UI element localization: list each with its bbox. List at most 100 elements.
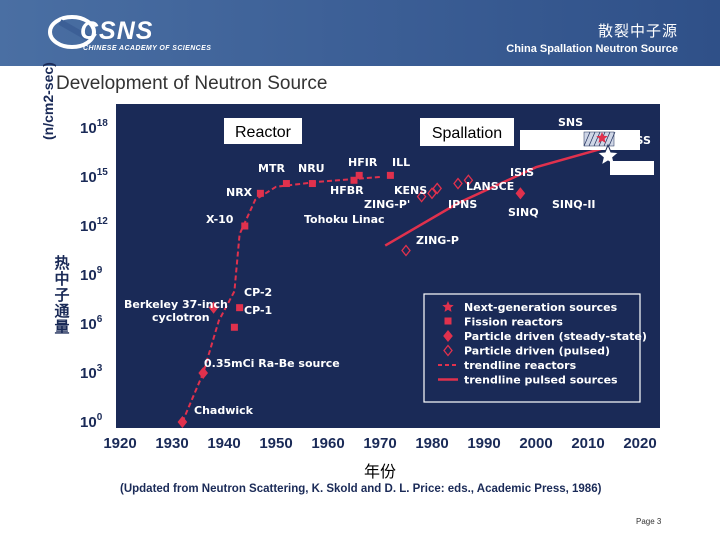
- label-isis: ISIS: [510, 166, 534, 179]
- label-berkeley-2: cyclotron: [152, 311, 210, 324]
- marker-fission-reactor: [386, 171, 394, 179]
- marker-next-generation: [596, 132, 608, 143]
- label-reactor: Reactor: [235, 124, 292, 141]
- label-tohoku-linac: Tohoku Linac: [304, 213, 385, 226]
- label-ill: ILL: [392, 156, 410, 169]
- label-spallation: Spallation: [432, 125, 502, 142]
- label-rabe-source: 0.35mCi Ra-Be source: [204, 357, 340, 370]
- hatch-line: [608, 131, 616, 147]
- marker-fission-reactor: [350, 176, 358, 184]
- marker-next-generation: [596, 143, 620, 166]
- label-hfbr: HFBR: [330, 184, 364, 197]
- y-tick-label: 1012: [80, 216, 108, 235]
- label-cp2: CP-2: [244, 286, 272, 299]
- label-nrx: NRX: [226, 186, 253, 199]
- marker-fission-reactor: [230, 323, 238, 331]
- label-zingp: ZING-P: [416, 234, 459, 247]
- marker-steady-state: [198, 366, 209, 380]
- x-tick-label: 2010: [571, 435, 604, 452]
- legend-label: Particle driven (steady-state): [464, 330, 647, 343]
- marker-steady-state: [208, 301, 219, 314]
- legend-star-icon: [442, 301, 454, 312]
- x-tick-label: 1980: [415, 435, 448, 452]
- x-tick-label: 1940: [207, 435, 240, 452]
- label-kens: KENS: [394, 184, 427, 197]
- x-tick-label: 2000: [519, 435, 552, 452]
- logo-subtitle: CHINESE ACADEMY OF SCIENCES: [83, 45, 212, 52]
- x-tick-label: 1970: [363, 435, 396, 452]
- hatch-line: [603, 131, 611, 147]
- label-hfir: HFIR: [348, 156, 378, 169]
- legend-diamond-open-icon: [443, 344, 453, 357]
- label-zingp-prime: ZING-P': [364, 198, 410, 211]
- csns-logo-icon: [48, 15, 96, 49]
- legend-box: [423, 293, 641, 403]
- marker-chadwick: [177, 415, 188, 428]
- label-ess: ESS: [628, 134, 651, 147]
- marker-steady-state: [515, 187, 526, 200]
- legend-label: trendline pulsed sources: [464, 374, 618, 387]
- header-banner: CSNS CHINESE ACADEMY OF SCIENCES 散裂中子源 C…: [0, 0, 720, 66]
- marker-pulsed: [416, 190, 427, 203]
- trendline-reactors: [181, 176, 381, 423]
- hatch-line: [593, 131, 601, 147]
- label-lansce: LANSCE: [466, 180, 514, 193]
- logo-text: CSNS: [80, 17, 154, 45]
- legend-diamond-icon: [443, 329, 453, 343]
- y-tick-label: 109: [80, 265, 103, 284]
- label-nru: NRU: [298, 162, 325, 175]
- label-cp1: CP-1: [244, 304, 272, 317]
- csns-label-bg: [610, 161, 654, 175]
- legend-square-icon: [444, 317, 452, 325]
- label-ipns: IPNS: [448, 198, 477, 211]
- marker-pulsed: [427, 187, 437, 200]
- chart-plot: SNS SNS ESS CSNS Reactor Spallation Chadwick 0.…: [124, 116, 654, 428]
- y-tick-label: 1018: [80, 118, 108, 137]
- chart-area: SNS SNS ESS CSNS Reactor Spallation Chadwick 0.…: [116, 104, 660, 428]
- marker-fission-reactor: [282, 180, 290, 188]
- hatch-line: [588, 131, 596, 147]
- header-title-cn: 散裂中子源: [597, 22, 678, 40]
- legend-label: Fission reactors: [464, 316, 563, 329]
- marker-pulsed: [432, 182, 443, 195]
- y-axis-label-cn: 热中子通量: [54, 254, 70, 336]
- marker-fission-reactor: [355, 171, 363, 179]
- marker-pulsed: [463, 174, 474, 187]
- spallation-box: [420, 118, 514, 146]
- x-tick-label: 1950: [259, 435, 292, 452]
- y-tick-label: 100: [80, 412, 103, 431]
- y-tick-label: 103: [80, 363, 103, 382]
- marker-fission-reactor: [256, 189, 264, 197]
- label-berkeley: Berkeley 37-inch: [124, 298, 228, 311]
- trendline-pulsed: [384, 138, 636, 247]
- x-tick-label: 1930: [155, 435, 188, 452]
- citation-text: (Updated from Neutron Scattering, K. Sko…: [120, 483, 602, 495]
- x-tick-label: 2020: [623, 435, 656, 452]
- label-mtr: MTR: [258, 162, 285, 175]
- marker-pulsed: [453, 177, 463, 190]
- label-csns: CSNS: [616, 162, 649, 175]
- label-sns-top: SNS: [558, 116, 583, 129]
- legend-label: Next-generation sources: [464, 301, 618, 314]
- legend-label: Particle driven (pulsed): [464, 345, 610, 358]
- marker-fission-reactor: [241, 222, 249, 230]
- x-tick-label: 1920: [103, 435, 136, 452]
- x-axis-label: 年份: [364, 462, 397, 481]
- y-tick-label: 1015: [80, 167, 108, 186]
- y-tick-label: 106: [80, 314, 103, 333]
- label-sinq: SINQ: [508, 206, 539, 219]
- x-tick-label: 1960: [311, 435, 344, 452]
- hatch-line: [583, 131, 591, 147]
- page-number: Page 3: [636, 517, 662, 526]
- x-tick-label: 1990: [467, 435, 500, 452]
- reactor-box: [224, 118, 302, 144]
- label-chadwick: Chadwick: [194, 404, 254, 417]
- marker-pulsed: [401, 244, 411, 257]
- label-sns-left: SNS: [526, 134, 551, 147]
- marker-fission-reactor: [236, 304, 244, 312]
- legend-label: trendline reactors: [464, 359, 577, 372]
- label-x10: X-10: [206, 213, 234, 226]
- header-title-en: China Spallation Neutron Source: [506, 43, 678, 55]
